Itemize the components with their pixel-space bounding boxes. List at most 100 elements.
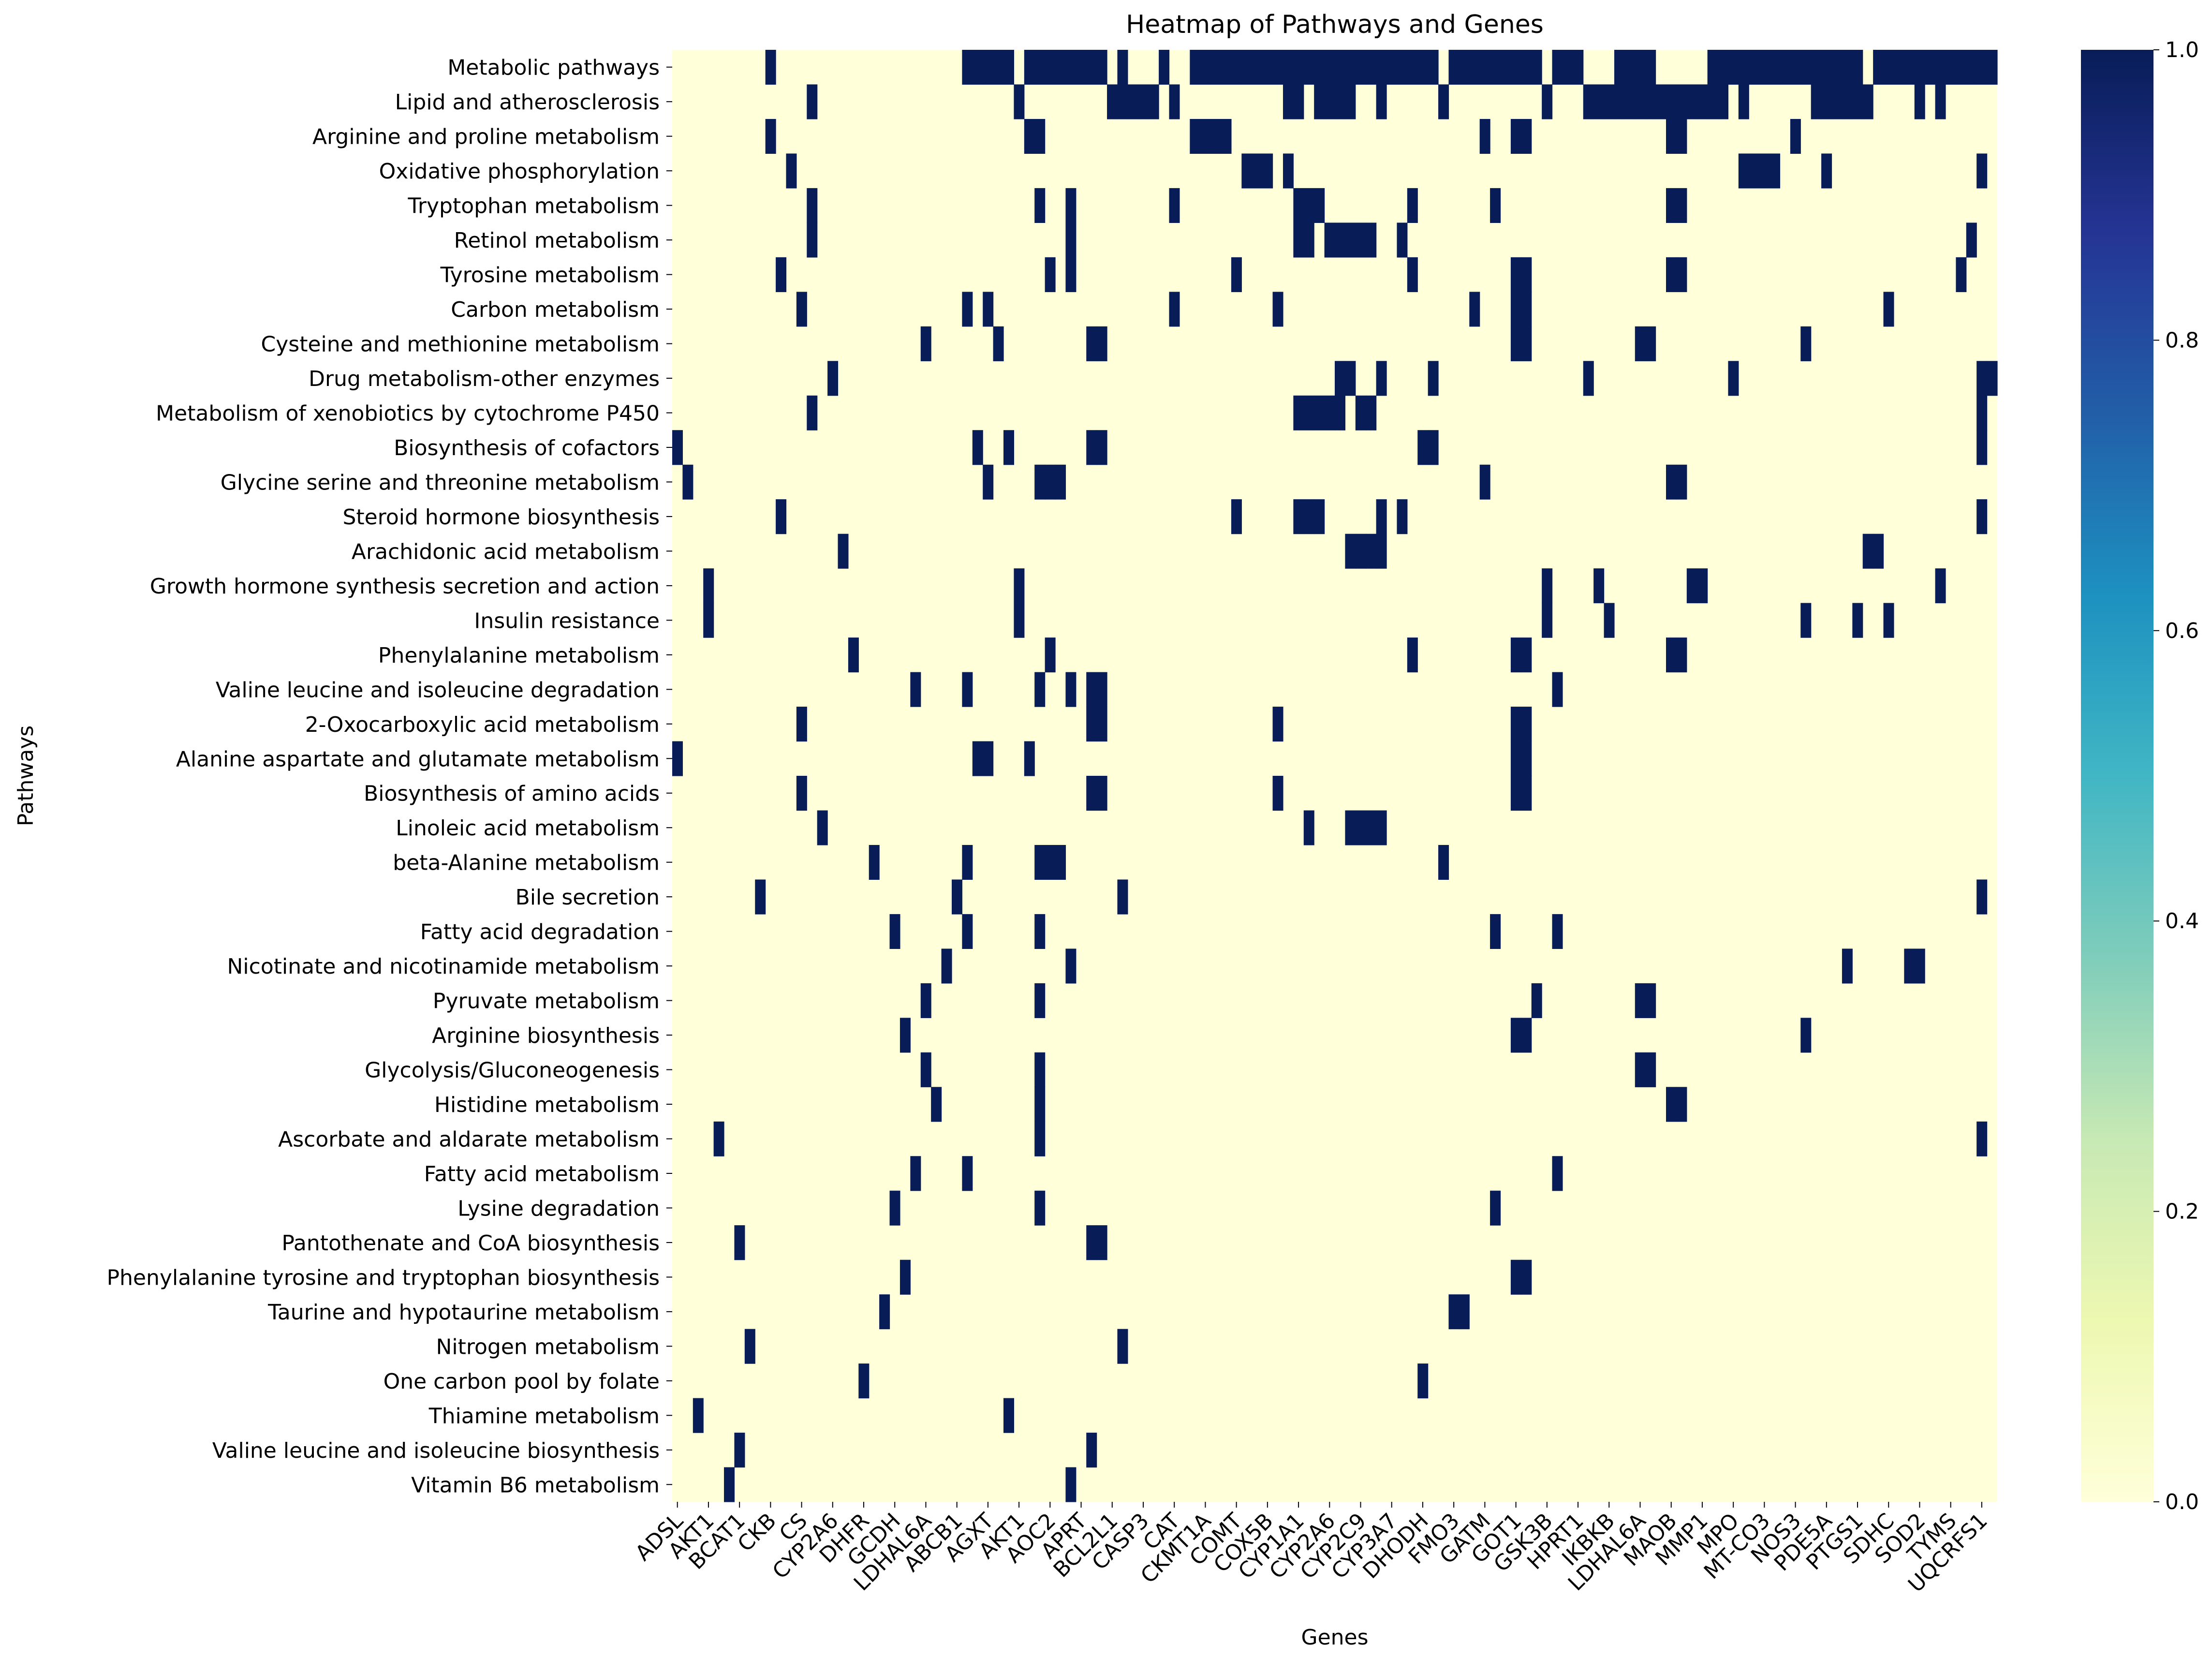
heatmap-cell xyxy=(1976,879,1988,915)
y-tick-label: Metabolic pathways xyxy=(447,56,660,80)
heatmap-cell xyxy=(1169,84,1180,119)
heatmap-cell xyxy=(1676,1087,1687,1122)
heatmap-cell xyxy=(1821,153,1832,189)
heatmap-cell xyxy=(838,533,849,569)
heatmap-cell xyxy=(1231,50,1242,85)
heatmap-cell xyxy=(1241,153,1253,189)
heatmap-cell xyxy=(1510,1018,1521,1053)
heatmap-cell xyxy=(1303,395,1314,430)
heatmap-cell xyxy=(1210,50,1222,85)
heatmap-cell xyxy=(1459,50,1470,85)
heatmap-cell xyxy=(1510,637,1521,673)
heatmap-cell xyxy=(1500,50,1511,85)
y-tick-label: Arachidonic acid metabolism xyxy=(352,539,660,564)
heatmap-cell xyxy=(900,1018,911,1053)
heatmap-cell xyxy=(1521,257,1532,292)
heatmap-cell xyxy=(1045,257,1056,292)
heatmap-cell xyxy=(1096,326,1107,361)
heatmap-cell xyxy=(1676,118,1687,154)
heatmap-cell xyxy=(1521,741,1532,776)
heatmap-cell xyxy=(1324,395,1335,430)
heatmap-cell xyxy=(1272,707,1283,742)
heatmap-cell xyxy=(1366,810,1377,845)
heatmap-cell xyxy=(1583,84,1594,119)
heatmap-cell xyxy=(1521,326,1532,361)
heatmap-cell xyxy=(1200,118,1211,154)
heatmap-cell xyxy=(1697,84,1708,119)
heatmap-cell xyxy=(1034,1087,1046,1122)
heatmap-cell xyxy=(1376,361,1387,396)
heatmap-cell xyxy=(1159,50,1170,85)
heatmap-cell xyxy=(1593,568,1605,604)
heatmap-cell xyxy=(889,914,900,949)
heatmap-cell xyxy=(1883,50,1894,85)
heatmap-cell xyxy=(1583,361,1594,396)
colorbar-tick-label: 0.2 xyxy=(2165,1200,2199,1224)
heatmap-cell xyxy=(848,637,859,673)
heatmap-cell xyxy=(1552,672,1563,707)
heatmap-cell xyxy=(962,50,973,85)
heatmap-cell xyxy=(1604,603,1615,638)
heatmap-cell xyxy=(765,50,776,85)
heatmap-cell xyxy=(1314,395,1325,430)
heatmap-cell xyxy=(1376,50,1387,85)
y-tick-label: Ascorbate and aldarate metabolism xyxy=(278,1127,660,1152)
heatmap-cell xyxy=(1324,50,1335,85)
heatmap-cell xyxy=(1914,948,1925,984)
heatmap-cell xyxy=(1676,637,1687,673)
heatmap-cell xyxy=(713,1121,724,1156)
heatmap-cell xyxy=(1666,464,1677,500)
heatmap-cell xyxy=(1552,1156,1563,1191)
heatmap-cell xyxy=(1604,84,1615,119)
heatmap-cell xyxy=(1262,50,1273,85)
heatmap-cell xyxy=(1935,50,1946,85)
heatmap-cell xyxy=(1800,1018,1812,1053)
y-tick-label: Vitamin B6 metabolism xyxy=(411,1473,660,1497)
heatmap-cell xyxy=(1521,637,1532,673)
heatmap-cell xyxy=(1148,84,1159,119)
heatmap-cell xyxy=(1345,810,1356,845)
heatmap-cell xyxy=(1065,50,1077,85)
heatmap-cell xyxy=(1045,637,1056,673)
heatmap-cell xyxy=(1397,50,1408,85)
heatmap-cell xyxy=(1510,326,1521,361)
heatmap-cell xyxy=(703,603,714,638)
heatmap-cell xyxy=(1666,257,1677,292)
heatmap-cell xyxy=(1065,948,1077,984)
heatmap-cell xyxy=(1366,533,1377,569)
heatmap-cell xyxy=(1303,222,1314,258)
heatmap-cell xyxy=(1293,395,1304,430)
heatmap-cell xyxy=(1355,222,1366,258)
y-tick-label: Arginine biosynthesis xyxy=(432,1023,660,1048)
heatmap-cell xyxy=(1904,50,1915,85)
heatmap-cell xyxy=(1252,50,1263,85)
heatmap-cell xyxy=(1800,50,1812,85)
heatmap-cell xyxy=(1293,84,1304,119)
heatmap-cell xyxy=(1190,118,1201,154)
heatmap-cell xyxy=(1314,84,1325,119)
heatmap-cell xyxy=(1935,84,1946,119)
heatmap-cell xyxy=(1231,257,1242,292)
heatmap-cell xyxy=(1262,153,1273,189)
heatmap-cell xyxy=(1376,533,1387,569)
heatmap-cell xyxy=(1593,84,1605,119)
heatmap-cell xyxy=(1169,292,1180,327)
heatmap-cell xyxy=(1252,153,1263,189)
heatmap-cell xyxy=(1034,914,1046,949)
heatmap-cell xyxy=(1479,50,1490,85)
y-tick-label: Tyrosine metabolism xyxy=(440,263,660,288)
heatmap-cell xyxy=(1034,1121,1046,1156)
heatmap-cell xyxy=(1324,222,1335,258)
heatmap-cell xyxy=(1686,568,1697,604)
heatmap-cell xyxy=(1925,50,1936,85)
heatmap-cell xyxy=(1272,776,1283,811)
heatmap-cell xyxy=(1966,50,1977,85)
heatmap-cell xyxy=(1987,361,1998,396)
y-tick-label: Fatty acid metabolism xyxy=(424,1162,660,1186)
heatmap-cell xyxy=(1976,153,1988,189)
heatmap-cell xyxy=(1417,430,1429,465)
heatmap-cell xyxy=(962,1156,973,1191)
y-tick-label: Lipid and atherosclerosis xyxy=(395,90,660,115)
colorbar-tick-label: 1.0 xyxy=(2165,38,2199,62)
y-tick-label: Cysteine and methionine metabolism xyxy=(261,332,660,357)
